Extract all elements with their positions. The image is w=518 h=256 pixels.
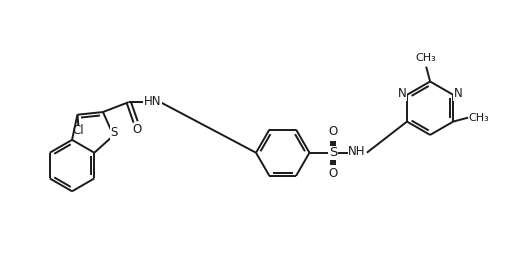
Text: CH₃: CH₃ xyxy=(469,113,490,123)
Text: NH: NH xyxy=(348,145,366,158)
Text: N: N xyxy=(454,87,463,100)
Text: Cl: Cl xyxy=(73,124,84,137)
Text: N: N xyxy=(398,87,407,100)
Text: S: S xyxy=(111,126,118,139)
Text: O: O xyxy=(328,167,338,180)
Text: S: S xyxy=(329,146,337,159)
Text: O: O xyxy=(132,123,141,136)
Text: O: O xyxy=(328,125,338,138)
Text: CH₃: CH₃ xyxy=(416,53,437,63)
Text: HN: HN xyxy=(143,95,161,108)
